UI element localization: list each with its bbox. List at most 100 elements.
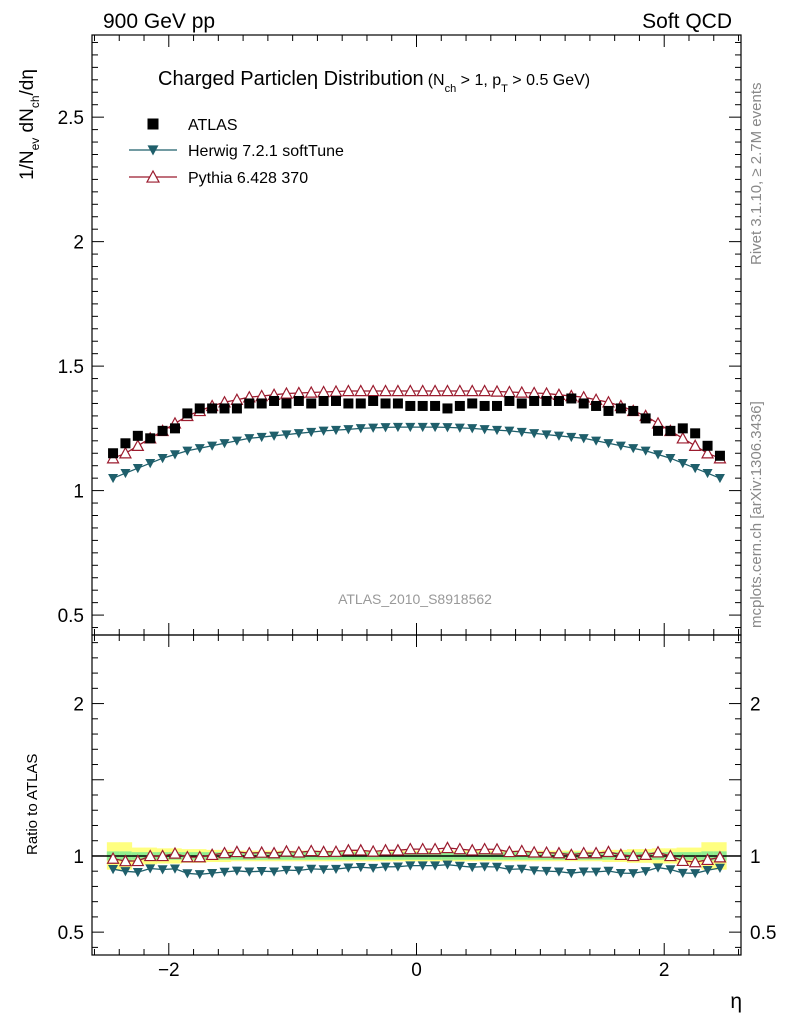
herwig-ratio-point xyxy=(281,865,292,876)
atlas-point xyxy=(405,400,416,411)
herwig-ratio-point xyxy=(219,867,230,877)
herwig-point xyxy=(665,454,676,464)
pythia-ratio-point xyxy=(428,842,442,855)
herwig-ratio-point xyxy=(330,864,341,875)
herwig-point xyxy=(169,450,180,460)
herwig-point xyxy=(330,425,341,436)
herwig-ratio-point xyxy=(442,860,453,870)
herwig-ratio-point xyxy=(702,865,713,876)
herwig-point xyxy=(714,473,725,484)
herwig-point xyxy=(591,436,602,446)
atlas-point xyxy=(714,450,725,461)
herwig-ratio-point xyxy=(504,865,515,875)
axes: −2 0 2 0.5 1 1.5 2 2.5 0.5 0.5 1 1 2 2 xyxy=(58,34,776,981)
herwig-ratio-point xyxy=(368,863,379,874)
pythia-ratio-point xyxy=(465,843,479,856)
atlas-point xyxy=(516,398,527,409)
pythia-ratio-point xyxy=(205,848,219,861)
atlas-point xyxy=(392,398,403,409)
atlas-point xyxy=(182,408,193,419)
atlas-point xyxy=(157,425,168,436)
legend-herwig-marker xyxy=(147,145,159,156)
pythia-ratio-point xyxy=(292,845,306,858)
main-y-tick-label: 2 xyxy=(73,233,84,254)
atlas-point xyxy=(615,403,626,414)
herwig-ratio-point xyxy=(417,861,428,871)
herwig-point xyxy=(467,424,478,434)
pythia-point xyxy=(453,384,467,397)
pythia-ratio-point xyxy=(118,854,132,867)
herwig-point xyxy=(430,422,441,433)
herwig-ratio-point xyxy=(714,863,725,873)
pythia-ratio-point xyxy=(676,854,690,867)
pythia-ratio-point xyxy=(688,855,702,868)
header-energy-label: 900 GeV pp xyxy=(103,10,215,33)
pythia-point xyxy=(515,385,529,398)
pythia-point xyxy=(676,431,690,444)
herwig-ratio-point xyxy=(454,861,465,871)
herwig-point xyxy=(281,430,292,440)
herwig-point xyxy=(231,436,242,446)
chart-title-cond-sub2: T xyxy=(501,83,508,95)
herwig-ratio-point xyxy=(615,868,626,879)
pythia-ratio-point xyxy=(713,850,727,863)
atlas-point xyxy=(690,428,701,439)
herwig-ratio-point xyxy=(244,867,255,877)
pythia-ratio-point xyxy=(453,842,467,855)
pythia-ratio-point xyxy=(143,849,157,862)
herwig-point xyxy=(405,422,416,433)
pythia-ratio-point xyxy=(230,845,244,858)
atlas-point xyxy=(529,395,540,406)
herwig-point xyxy=(578,434,589,444)
herwig-point xyxy=(603,439,614,449)
pythia-ratio-point xyxy=(379,843,393,856)
pythia-point xyxy=(428,384,442,397)
chart-title-cond-mid: > 1, p xyxy=(456,72,501,89)
mcplots-reference-label: mcplots.cern.ch [arXiv:1306.3436] xyxy=(748,401,765,628)
herwig-ratio-point xyxy=(553,867,564,877)
pythia-ratio-point xyxy=(577,846,591,859)
pythia-ratio-point xyxy=(341,843,355,856)
pythia-ratio-point xyxy=(701,853,715,866)
pythia-point xyxy=(279,386,293,399)
herwig-ratio-point xyxy=(479,862,490,872)
pythia-ratio-point xyxy=(156,849,170,862)
x-tick-label: −2 xyxy=(158,960,180,981)
pythia-point xyxy=(131,439,145,452)
legend-label: Pythia 6.428 370 xyxy=(188,170,308,187)
ratio-panel-frame xyxy=(91,634,742,956)
x-tick-label: 2 xyxy=(659,960,670,981)
atlas-point xyxy=(479,400,490,411)
herwig-point xyxy=(615,441,626,451)
atlas-point xyxy=(442,403,453,414)
ratio-y-tick-label-right: 0.5 xyxy=(750,923,776,944)
atlas-point xyxy=(194,403,205,414)
pythia-ratio-point xyxy=(131,854,145,867)
main-y-tick-label: 0.5 xyxy=(58,606,84,627)
herwig-ratio-point xyxy=(653,863,664,873)
pythia-ratio-point xyxy=(589,846,603,859)
herwig-point xyxy=(442,423,453,433)
legend: ATLAS Herwig 7.2.1 softTune Pythia 6.428 3… xyxy=(129,117,344,187)
herwig-point xyxy=(702,468,713,479)
pythia-ratio-point xyxy=(304,844,318,857)
herwig-ratio-point xyxy=(405,861,416,871)
pythia-ratio-point xyxy=(601,845,615,858)
pythia-ratio-point xyxy=(403,842,417,855)
pythia-ratio-point xyxy=(639,848,653,860)
header-category-label: Soft QCD xyxy=(642,10,732,33)
herwig-ratio-point xyxy=(591,867,602,877)
pythia-main-line xyxy=(112,390,721,459)
herwig-ratio-point xyxy=(529,866,540,876)
legend-label: Herwig 7.2.1 softTune xyxy=(188,143,344,160)
pythia-ratio-point xyxy=(218,846,232,859)
pythia-ratio-point xyxy=(440,841,454,854)
herwig-ratio-point xyxy=(430,861,441,871)
pythia-ratio-point xyxy=(515,844,529,857)
pythia-ratio-point xyxy=(242,846,256,859)
pythia-ratio-point xyxy=(663,849,677,862)
chart-title-cond-prefix: (N xyxy=(428,72,445,89)
herwig-point xyxy=(677,459,688,469)
atlas-point xyxy=(145,433,156,444)
